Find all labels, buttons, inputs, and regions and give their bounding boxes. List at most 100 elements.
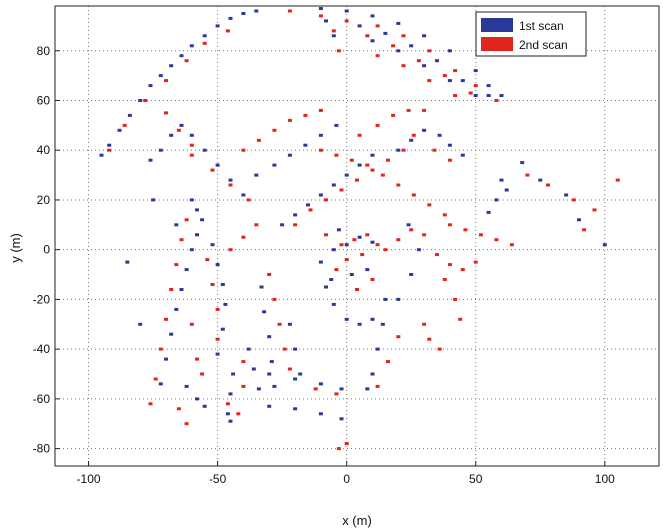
point-1st-scan bbox=[406, 223, 411, 227]
point-1st-scan bbox=[215, 352, 220, 356]
point-1st-scan bbox=[370, 153, 375, 157]
point-2nd-scan bbox=[406, 108, 411, 112]
point-1st-scan bbox=[189, 44, 194, 48]
point-2nd-scan bbox=[447, 223, 452, 227]
point-1st-scan bbox=[215, 24, 220, 28]
point-2nd-scan bbox=[158, 347, 163, 351]
point-1st-scan bbox=[577, 218, 581, 222]
point-1st-scan bbox=[164, 357, 168, 361]
y-tick-label: -20 bbox=[33, 292, 51, 306]
point-1st-scan bbox=[357, 163, 362, 167]
point-2nd-scan bbox=[365, 233, 370, 237]
point-1st-scan bbox=[318, 412, 323, 416]
point-1st-scan bbox=[228, 419, 233, 423]
point-2nd-scan bbox=[287, 9, 292, 13]
point-1st-scan bbox=[334, 123, 339, 127]
point-1st-scan bbox=[409, 273, 414, 276]
point-1st-scan bbox=[422, 128, 427, 132]
point-2nd-scan bbox=[334, 153, 339, 157]
point-1st-scan bbox=[318, 7, 323, 10]
point-1st-scan bbox=[344, 173, 349, 177]
point-2nd-scan bbox=[339, 188, 344, 192]
point-1st-scan bbox=[293, 407, 298, 411]
point-1st-scan bbox=[267, 335, 272, 339]
point-2nd-scan bbox=[148, 402, 153, 406]
point-2nd-scan bbox=[293, 223, 298, 227]
y-tick-label: 80 bbox=[37, 44, 51, 58]
point-1st-scan bbox=[169, 133, 174, 137]
point-1st-scan bbox=[409, 44, 414, 48]
point-2nd-scan bbox=[282, 347, 287, 351]
point-2nd-scan bbox=[355, 178, 359, 182]
point-1st-scan bbox=[370, 240, 375, 244]
point-2nd-scan bbox=[324, 198, 328, 202]
point-1st-scan bbox=[215, 163, 220, 167]
point-1st-scan bbox=[486, 84, 491, 88]
point-2nd-scan bbox=[525, 173, 530, 177]
point-1st-scan bbox=[259, 285, 264, 289]
point-2nd-scan bbox=[313, 387, 318, 391]
point-1st-scan bbox=[447, 79, 452, 83]
point-1st-scan bbox=[324, 285, 328, 289]
point-2nd-scan bbox=[396, 335, 401, 339]
point-1st-scan bbox=[422, 64, 427, 68]
y-tick-label: -40 bbox=[33, 342, 51, 356]
point-1st-scan bbox=[331, 302, 336, 306]
point-1st-scan bbox=[138, 322, 143, 326]
point-2nd-scan bbox=[411, 133, 416, 137]
point-2nd-scan bbox=[453, 297, 458, 301]
point-1st-scan bbox=[293, 347, 298, 351]
point-1st-scan bbox=[494, 198, 499, 202]
x-tick-label: -50 bbox=[209, 472, 227, 486]
y-tick-label: 0 bbox=[43, 243, 50, 257]
point-2nd-scan bbox=[422, 322, 427, 326]
point-2nd-scan bbox=[427, 337, 432, 341]
point-2nd-scan bbox=[357, 133, 362, 137]
point-2nd-scan bbox=[401, 64, 406, 68]
point-2nd-scan bbox=[336, 447, 341, 451]
point-2nd-scan bbox=[494, 238, 499, 242]
point-2nd-scan bbox=[200, 372, 205, 376]
point-2nd-scan bbox=[228, 183, 233, 187]
point-1st-scan bbox=[339, 387, 344, 391]
point-1st-scan bbox=[336, 228, 341, 232]
point-1st-scan bbox=[179, 123, 184, 127]
point-2nd-scan bbox=[435, 253, 439, 257]
point-1st-scan bbox=[200, 218, 205, 222]
point-2nd-scan bbox=[210, 283, 215, 286]
point-1st-scan bbox=[460, 153, 465, 157]
x-tick-label: 100 bbox=[595, 472, 615, 486]
point-1st-scan bbox=[189, 133, 194, 137]
point-2nd-scan bbox=[164, 111, 168, 115]
point-1st-scan bbox=[246, 347, 251, 351]
point-1st-scan bbox=[228, 392, 233, 396]
point-2nd-scan bbox=[442, 74, 447, 78]
point-2nd-scan bbox=[179, 238, 184, 242]
legend-label-2nd-scan: 2nd scan bbox=[519, 38, 568, 52]
point-1st-scan bbox=[331, 34, 336, 38]
x-tick-label: 0 bbox=[343, 472, 350, 486]
point-2nd-scan bbox=[143, 99, 148, 102]
point-1st-scan bbox=[318, 260, 323, 264]
point-2nd-scan bbox=[272, 128, 277, 132]
point-2nd-scan bbox=[447, 263, 452, 267]
point-2nd-scan bbox=[272, 297, 277, 301]
point-1st-scan bbox=[174, 307, 179, 311]
point-2nd-scan bbox=[174, 263, 179, 267]
point-2nd-scan bbox=[386, 360, 390, 364]
point-1st-scan bbox=[499, 178, 504, 182]
point-1st-scan bbox=[287, 322, 292, 326]
point-1st-scan bbox=[272, 384, 277, 388]
point-2nd-scan bbox=[164, 79, 168, 83]
point-1st-scan bbox=[117, 128, 122, 132]
point-1st-scan bbox=[254, 173, 259, 177]
point-1st-scan bbox=[564, 193, 569, 197]
point-1st-scan bbox=[169, 332, 174, 336]
point-1st-scan bbox=[267, 404, 272, 408]
point-2nd-scan bbox=[473, 260, 478, 264]
point-1st-scan bbox=[148, 158, 153, 162]
point-1st-scan bbox=[231, 372, 236, 376]
point-2nd-scan bbox=[427, 79, 432, 83]
point-1st-scan bbox=[486, 94, 491, 97]
